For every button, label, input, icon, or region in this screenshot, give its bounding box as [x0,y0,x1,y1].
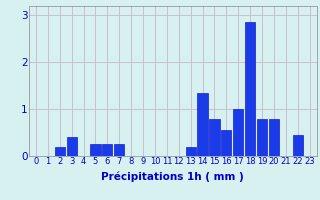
Bar [197,93,208,156]
Bar [257,118,267,156]
Bar [90,144,100,156]
Bar [67,137,77,156]
Bar [186,147,196,156]
Bar [233,109,243,156]
Bar [269,118,279,156]
Bar [114,144,124,156]
Bar [293,135,303,156]
Bar [221,130,231,156]
Bar [55,147,65,156]
X-axis label: Précipitations 1h ( mm ): Précipitations 1h ( mm ) [101,172,244,182]
Bar [209,118,220,156]
Bar [245,22,255,156]
Bar [102,144,112,156]
